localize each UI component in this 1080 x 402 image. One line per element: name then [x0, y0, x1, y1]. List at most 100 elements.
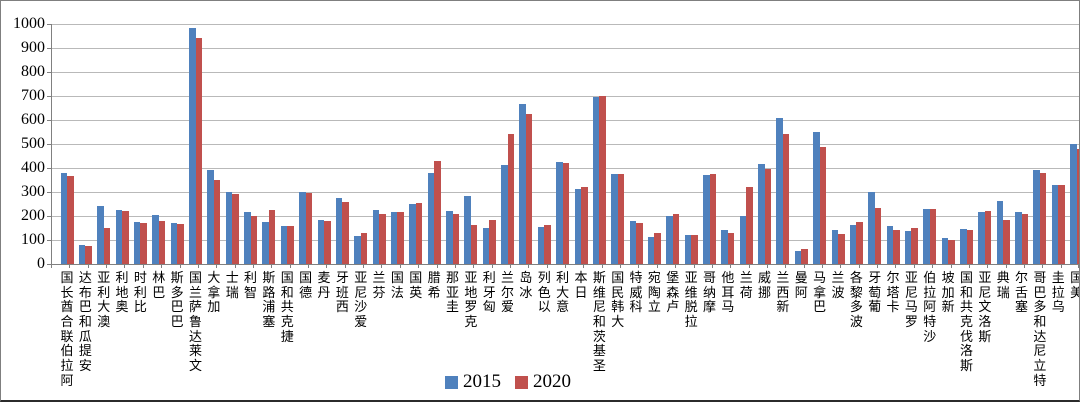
x-axis-label-char: 兰: [739, 270, 753, 285]
x-axis-label-char: 哥: [702, 270, 716, 285]
bar-2015: [189, 27, 196, 264]
bar-2020: [177, 224, 184, 264]
x-axis-label: 伯拉阿特沙: [923, 270, 937, 344]
x-axis-label-char: 巴: [170, 299, 184, 315]
x-tick: [822, 264, 823, 268]
bar-2020: [140, 223, 147, 264]
x-axis-label-char: 波: [849, 314, 863, 330]
x-tick: [69, 264, 71, 268]
bar-2020: [434, 160, 441, 264]
x-axis-label-char: 尔: [886, 270, 900, 285]
x-axis-label: 国英: [409, 270, 423, 300]
bar-2020: [250, 216, 258, 264]
x-axis-label-char: 国: [299, 270, 313, 285]
bar-2020: [324, 220, 331, 264]
bar-2015: [1051, 185, 1059, 264]
x-tick: [454, 264, 456, 268]
y-tick: [47, 72, 51, 73]
x-axis-label-char: 圭: [445, 299, 459, 315]
x-axis-label-char: 达: [188, 328, 202, 344]
bar-2015: [978, 212, 985, 264]
x-axis-label: 达布巴和瓜提安: [78, 270, 92, 374]
x-axis-label-char: 尼: [904, 284, 918, 300]
y-tick: [47, 264, 51, 265]
x-axis-label-char: 维: [684, 284, 698, 300]
x-axis-label-char: 日: [574, 284, 588, 300]
bar-2020: [562, 163, 570, 264]
x-tick: [418, 264, 420, 268]
x-axis-label-char: 拉: [684, 314, 698, 330]
bar-2020: [85, 246, 92, 264]
bar-2020: [893, 229, 900, 264]
x-axis-label-char: 拉: [1051, 284, 1065, 300]
bar-2020: [544, 225, 551, 264]
x-axis-label: 斯多巴巴: [170, 270, 184, 330]
bar-2020: [654, 232, 661, 264]
bar-2020: [1039, 173, 1047, 264]
legend-item-2020: 2020: [515, 371, 571, 393]
legend-swatch-icon: [515, 375, 528, 389]
x-axis-label-char: 捷: [280, 328, 294, 344]
bar-2020: [67, 175, 74, 264]
x-axis-label-char: 典: [996, 270, 1010, 285]
x-axis-label-char: 挪: [758, 284, 772, 300]
x-axis-label: 圭拉乌: [1051, 270, 1065, 315]
bar-2015: [390, 212, 398, 264]
x-axis-label-char: 威: [758, 270, 772, 285]
bar-2020: [782, 134, 790, 264]
x-axis-label-char: 科: [629, 299, 643, 315]
x-tick: [895, 264, 897, 268]
x-axis-label-char: 克: [959, 314, 973, 330]
x-axis-label-char: 兰: [501, 270, 515, 285]
x-axis-label: 兰西新: [776, 270, 790, 315]
x-axis-label-char: 沙: [923, 328, 937, 344]
x-axis-label-char: 波: [831, 284, 845, 300]
x-axis-label-char: 韩: [611, 299, 625, 315]
x-axis-label-char: 乌: [1051, 299, 1065, 315]
bar-2015: [262, 222, 269, 264]
x-axis-label-char: 堡: [666, 270, 680, 285]
x-axis-label: 堡森卢: [666, 270, 680, 315]
bar-2020: [103, 228, 111, 264]
y-axis-line: [51, 24, 52, 268]
bar-2020: [636, 222, 643, 264]
bar-2015: [684, 234, 692, 264]
x-axis-label-char: 联: [60, 328, 74, 344]
bar-2015: [372, 209, 380, 264]
x-axis-label-char: 各: [849, 270, 863, 285]
x-axis-label: 国法: [390, 270, 404, 300]
y-tick: [47, 24, 51, 25]
bar-2015: [868, 192, 875, 264]
x-axis-label: 林巴: [152, 270, 166, 300]
x-tick: [179, 264, 181, 268]
x-axis-label: 牙班西: [335, 270, 349, 315]
x-axis-label-char: 布: [78, 284, 92, 300]
x-axis-label-char: 亚: [445, 284, 459, 300]
gridline-700: [51, 96, 1079, 97]
bar-2015: [244, 212, 251, 264]
x-axis-label-char: 法: [390, 284, 404, 300]
x-axis-label-char: 特: [629, 270, 643, 285]
bar-2015: [207, 170, 214, 264]
bar-2020: [379, 213, 386, 264]
x-axis-label-char: 斯: [959, 358, 973, 374]
x-axis-label-char: 圣: [592, 358, 606, 374]
x-tick: [252, 264, 254, 268]
x-axis-label: 各黎多波: [849, 270, 863, 330]
bar-2015: [1015, 211, 1022, 264]
x-axis-label: 兰波: [831, 270, 845, 300]
y-axis-label: 500: [21, 135, 45, 152]
x-axis-label-char: 沙: [354, 299, 368, 315]
x-tick: [711, 264, 713, 268]
bar-2015: [556, 162, 563, 264]
bar-2015: [409, 204, 416, 264]
x-axis-label-char: 大: [207, 270, 221, 285]
x-axis-label-char: 浦: [262, 299, 276, 315]
x-axis-label-char: 加: [941, 284, 955, 300]
x-axis-label-char: 比: [133, 299, 147, 315]
x-axis-label: 亚尼马罗: [904, 270, 918, 330]
x-axis-label-char: 亚: [464, 270, 478, 285]
x-axis-label-char: 伯: [923, 270, 937, 285]
x-axis-label-char: 莱: [188, 343, 202, 359]
